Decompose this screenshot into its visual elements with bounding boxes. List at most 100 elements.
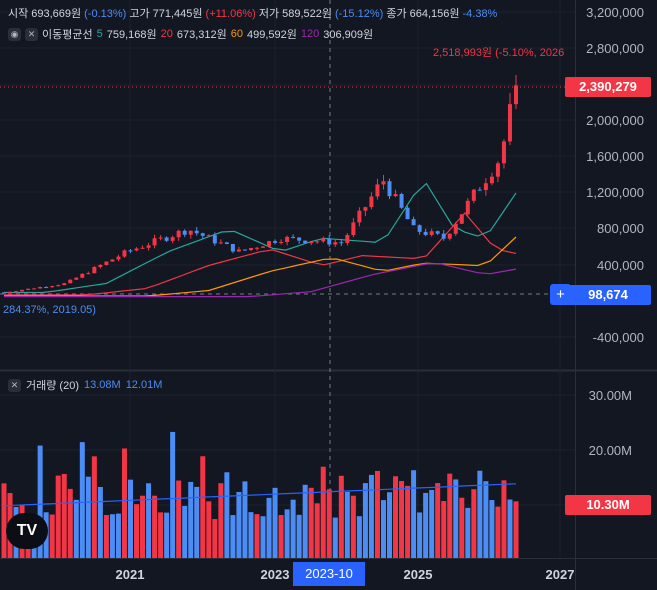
volume-bar bbox=[399, 481, 405, 558]
volume-bar bbox=[393, 476, 399, 558]
tradingview-logo[interactable]: TV bbox=[6, 513, 48, 549]
close-change: -4.38% bbox=[462, 8, 498, 20]
logo-text: TV bbox=[16, 522, 38, 539]
volume-bar bbox=[344, 491, 350, 558]
candle-body bbox=[86, 273, 91, 275]
candle-body bbox=[140, 247, 145, 249]
candle-body bbox=[56, 285, 61, 287]
volume-bar bbox=[417, 512, 423, 558]
candle-body bbox=[62, 283, 67, 286]
ma5-value: 759,168원 bbox=[106, 29, 157, 41]
volume-bar bbox=[152, 495, 158, 558]
close-icon[interactable]: ✕ bbox=[8, 378, 21, 392]
candle-body bbox=[8, 291, 13, 293]
volume-title: 거래량 (20) bbox=[26, 380, 79, 392]
candle-body bbox=[375, 184, 380, 197]
candle-body bbox=[14, 291, 19, 293]
low-annotation: 284.37%, 2019.05) bbox=[3, 304, 96, 316]
candle-body bbox=[279, 241, 284, 243]
volume-ma-line bbox=[3, 483, 517, 507]
candle-body bbox=[471, 189, 476, 201]
volume-bar bbox=[338, 475, 344, 558]
low-value: 589,522원 bbox=[282, 8, 332, 20]
moving-average-lines bbox=[4, 182, 517, 298]
time-tick-label: 2025 bbox=[404, 567, 433, 582]
time-tick-label: 2023 bbox=[261, 567, 290, 582]
candle-body bbox=[285, 236, 290, 242]
candle-body bbox=[327, 238, 332, 245]
eye-icon[interactable]: ◉ bbox=[8, 27, 21, 41]
volume-bar bbox=[302, 484, 308, 558]
candle-body bbox=[194, 230, 199, 234]
candle-body bbox=[254, 247, 259, 249]
volume-bar bbox=[501, 480, 507, 558]
close-label: 종가 bbox=[386, 8, 407, 20]
volume-tick-label: 30.00M bbox=[589, 388, 632, 403]
volume-bar bbox=[356, 516, 362, 558]
candle-body bbox=[393, 193, 398, 197]
low-label: 저가 bbox=[258, 8, 280, 20]
ma20-value: 673,312원 bbox=[176, 29, 227, 41]
volume-bar bbox=[1, 483, 7, 558]
candle-body bbox=[423, 231, 428, 235]
volume-bar bbox=[127, 479, 133, 558]
ma60-value: 499,592원 bbox=[247, 29, 297, 41]
candle-body bbox=[303, 240, 308, 244]
volume-bar bbox=[320, 466, 326, 558]
volume-bar bbox=[212, 519, 218, 558]
low-change: (-15.12%) bbox=[334, 8, 384, 20]
ma-legend: ◉ ✕ 이동평균선 5 759,168원 20 673,312원 60 499,592… bbox=[8, 26, 373, 42]
candle-body bbox=[363, 207, 368, 211]
candle-body bbox=[321, 238, 326, 242]
volume-bar bbox=[188, 481, 194, 558]
candle-body bbox=[309, 241, 314, 244]
candle-body bbox=[441, 233, 446, 239]
add-icon[interactable]: + bbox=[550, 284, 571, 305]
candle-body bbox=[411, 219, 416, 226]
candle-body bbox=[369, 196, 374, 208]
volume-bar bbox=[109, 514, 115, 558]
candle-body bbox=[399, 193, 404, 208]
volume-bar bbox=[115, 513, 121, 558]
volume-bar bbox=[447, 473, 453, 558]
candle-body bbox=[417, 225, 422, 232]
volume-bar bbox=[495, 506, 501, 558]
volume-bar bbox=[140, 495, 146, 558]
crosshair-time-label: 2023-10 bbox=[293, 562, 365, 586]
candle-body bbox=[351, 222, 356, 236]
volume-bar bbox=[429, 489, 435, 558]
candle-body bbox=[339, 242, 344, 244]
candle-body bbox=[315, 241, 320, 243]
axis-labels: 3,200,000 2,800,000 2,000,000 1,600,000 1,20… bbox=[116, 5, 644, 582]
candle-body bbox=[507, 104, 512, 142]
volume-bar bbox=[61, 473, 67, 558]
candle-body bbox=[146, 245, 151, 248]
high-label: 고가 bbox=[129, 8, 150, 20]
candle-body bbox=[429, 231, 434, 235]
candle-body bbox=[357, 210, 362, 223]
candle-body bbox=[387, 181, 392, 197]
volume-bar bbox=[368, 474, 374, 558]
candle-body bbox=[495, 163, 500, 177]
volume-bar bbox=[411, 470, 417, 558]
volume-bar bbox=[314, 503, 320, 558]
candle-body bbox=[104, 261, 109, 265]
candle-body bbox=[236, 249, 241, 252]
candle-body bbox=[242, 249, 247, 251]
candle-body bbox=[248, 248, 253, 251]
volume-bar bbox=[387, 492, 393, 558]
volume-bar bbox=[513, 501, 519, 558]
time-tick-label: 2027 bbox=[546, 567, 575, 582]
candle-body bbox=[164, 237, 169, 241]
last-price-label: 2,390,279 bbox=[565, 77, 651, 97]
candle-body bbox=[122, 250, 127, 257]
volume-tick-label: 20.00M bbox=[589, 443, 632, 458]
volume-bar bbox=[284, 509, 290, 558]
candle-body bbox=[2, 292, 6, 294]
close-icon[interactable]: ✕ bbox=[25, 27, 38, 41]
candle-body bbox=[80, 273, 85, 278]
candle-body bbox=[206, 235, 211, 237]
time-tick-label: 2021 bbox=[116, 567, 145, 582]
volume-value-1: 13.08M bbox=[83, 379, 121, 391]
